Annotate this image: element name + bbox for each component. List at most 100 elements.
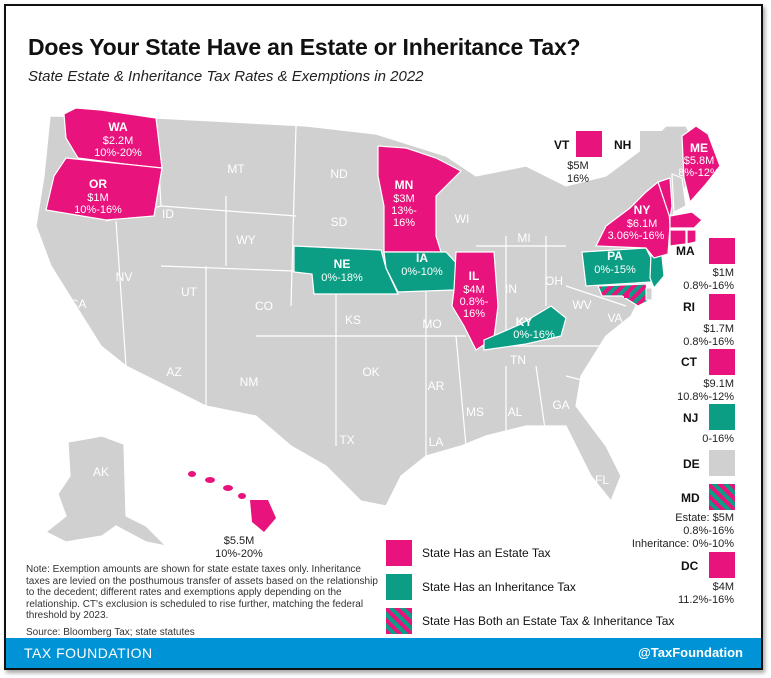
or-exemption: $1M <box>87 192 108 204</box>
me-exemption: $5.8M <box>684 155 715 167</box>
inheritance-state-labels: NE 0%-18% IA 0%-10% PA 0%-15% KY 0%-16% <box>321 249 636 341</box>
ct-swatch <box>709 349 735 375</box>
il-rate: 0.8%- <box>460 296 489 308</box>
label-me: ME <box>690 141 708 155</box>
label-wi: WI <box>455 212 470 226</box>
state-mn <box>377 145 463 253</box>
hi-exemption: $5.5M <box>224 535 255 547</box>
state-me <box>681 125 721 204</box>
nh-abbr: NH <box>614 138 632 152</box>
label-nm: NM <box>240 375 259 389</box>
label-nv: NV <box>116 270 133 284</box>
label-ar: AR <box>428 379 445 393</box>
de-swatch <box>709 450 735 476</box>
label-pa: PA <box>607 249 623 263</box>
ne-rate: 0%-18% <box>321 272 363 284</box>
legend-inheritance-label: State Has an Inheritance Tax <box>422 580 576 594</box>
label-al: AL <box>508 405 523 419</box>
estate-state-labels: WA $2.2M 10%-20% OR $1M 10%-16% MN $3M 1… <box>74 120 720 320</box>
label-fl: FL <box>595 473 609 487</box>
label-il: IL <box>469 269 480 283</box>
label-co: CO <box>255 299 273 313</box>
label-ca: CA <box>70 297 87 311</box>
us-base-shape <box>35 115 702 507</box>
state-ak <box>44 435 168 547</box>
note-text: Note: Exemption amounts are shown for st… <box>26 564 378 621</box>
ct-exemption: $9.1M <box>703 378 734 390</box>
dc-exemption: $4M <box>712 581 734 593</box>
ri-rate: 0.8%-16% <box>683 336 734 348</box>
label-ut: UT <box>181 285 198 299</box>
dc-swatch <box>709 552 735 578</box>
dc-rate: 11.2%-16% <box>677 594 734 606</box>
legend-estate: State Has an Estate Tax <box>386 540 551 566</box>
label-oh: OH <box>545 274 563 288</box>
state-or <box>45 157 163 221</box>
footer-brand: TAX FOUNDATION <box>24 645 153 661</box>
md-abbr: MD <box>681 491 700 505</box>
ma-rate: 0.8%-16% <box>683 280 734 292</box>
footer-handle[interactable]: @TaxFoundation <box>638 645 743 660</box>
label-tx: TX <box>339 433 354 447</box>
state-de <box>645 287 653 301</box>
state-hi <box>188 471 276 532</box>
gray-state-labels: MT ND ID WY SD NV UT CO CA KS AZ NM OK T… <box>70 162 624 487</box>
source-text: Source: Bloomberg Tax; state statutes <box>26 626 195 638</box>
legend-both-swatch <box>386 608 412 634</box>
me-rate: 8%-12% <box>678 167 720 179</box>
ri-abbr: RI <box>683 300 695 314</box>
label-ky: KY <box>516 315 533 329</box>
ny-exemption: $6.1M <box>627 218 658 230</box>
nj-abbr: NJ <box>683 411 699 425</box>
label-ia: IA <box>416 251 428 265</box>
dc-abbr: DC <box>681 559 699 573</box>
us-map: MT ND ID WY SD NV UT CO CA KS AZ NM OK T… <box>35 107 721 560</box>
legend-both: State Has Both an Estate Tax & Inheritan… <box>386 608 674 634</box>
ma-exemption: $1M <box>712 267 734 279</box>
label-wa: WA <box>108 120 128 134</box>
label-mt: MT <box>227 162 245 176</box>
md-inheritance: Inheritance: 0%-10% <box>631 538 734 550</box>
md-estate-rate: 0.8%-16% <box>683 525 734 537</box>
label-ms: MS <box>466 405 484 419</box>
pa-rate: 0%-15% <box>594 264 636 276</box>
label-ok: OK <box>362 365 379 379</box>
label-mn: MN <box>395 178 414 192</box>
nh-swatch <box>640 131 666 157</box>
or-rate: 10%-16% <box>74 204 122 216</box>
state-ri <box>686 229 697 245</box>
state-il <box>451 251 499 351</box>
label-sd: SD <box>331 215 348 229</box>
state-nh <box>671 173 687 213</box>
label-wy: WY <box>236 233 255 247</box>
ma-abbr: MA <box>676 244 695 258</box>
md-swatch <box>709 484 735 510</box>
state-ky <box>483 305 567 351</box>
ct-abbr: CT <box>681 355 697 369</box>
wa-exemption: $2.2M <box>103 135 134 147</box>
label-ga: GA <box>552 398 569 412</box>
page-title: Does Your State Have an Estate or Inheri… <box>28 34 581 60</box>
label-wv: WV <box>572 298 591 312</box>
footer-bar: TAX FOUNDATION @TaxFoundation <box>6 638 761 668</box>
state-vt <box>657 177 673 219</box>
label-in: IN <box>505 282 517 296</box>
ia-rate: 0%-10% <box>401 266 443 278</box>
ct-rate: 10.8%-12% <box>677 391 734 403</box>
label-la: LA <box>429 435 444 449</box>
label-ks: KS <box>345 313 361 327</box>
de-abbr: DE <box>683 457 700 471</box>
mn-exemption: $3M <box>393 193 414 205</box>
ky-rate: 0%-16% <box>513 329 555 341</box>
state-ma <box>669 211 703 229</box>
nj-rate: 0-16% <box>702 433 734 445</box>
label-ny: NY <box>634 203 651 217</box>
ny-rate: 3.06%-16% <box>608 230 665 242</box>
page-subtitle: State Estate & Inheritance Tax Rates & E… <box>28 68 424 85</box>
infographic-frame: Does Your State Have an Estate or Inheri… <box>4 4 763 670</box>
label-ak: AK <box>93 465 109 479</box>
legend-inheritance: State Has an Inheritance Tax <box>386 574 576 600</box>
state-ct <box>669 229 687 247</box>
wa-rate: 10%-20% <box>94 147 142 159</box>
mn-rate: 13%- <box>391 205 417 217</box>
